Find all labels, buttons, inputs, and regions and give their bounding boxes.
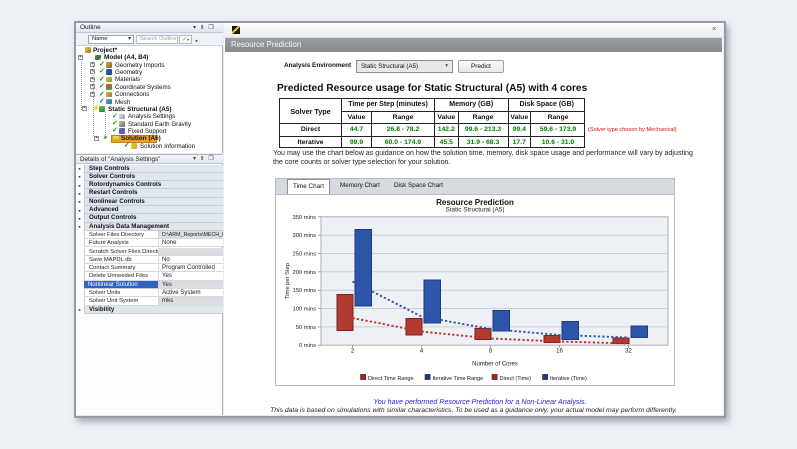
svg-text:Static Structural (A5): Static Structural (A5)	[446, 206, 505, 213]
svg-text:Iterative Time Range: Iterative Time Range	[433, 376, 484, 382]
svg-text:250 mins: 250 mins	[292, 252, 316, 258]
svg-text:Iterative (Time): Iterative (Time)	[550, 376, 587, 382]
svg-text:0 mins: 0 mins	[299, 343, 316, 349]
svg-text:Number of Cores: Number of Cores	[472, 362, 518, 368]
svg-text:2: 2	[351, 349, 355, 355]
svg-text:300 mins: 300 mins	[292, 233, 316, 239]
svg-text:Resource Prediction: Resource Prediction	[436, 198, 514, 207]
svg-text:200 mins: 200 mins	[292, 270, 316, 276]
svg-text:Time per Step: Time per Step	[285, 263, 291, 299]
svg-text:32: 32	[625, 349, 632, 355]
svg-text:50 mins: 50 mins	[296, 325, 316, 331]
svg-text:8: 8	[489, 349, 493, 355]
svg-text:350 mins: 350 mins	[292, 215, 316, 221]
svg-text:4: 4	[420, 349, 424, 355]
svg-text:16: 16	[556, 349, 563, 355]
svg-text:100 mins: 100 mins	[292, 307, 316, 313]
svg-text:Direct (Time): Direct (Time)	[500, 376, 532, 382]
svg-text:Direct Time Range: Direct Time Range	[368, 376, 414, 382]
svg-text:150 mins: 150 mins	[292, 288, 316, 294]
